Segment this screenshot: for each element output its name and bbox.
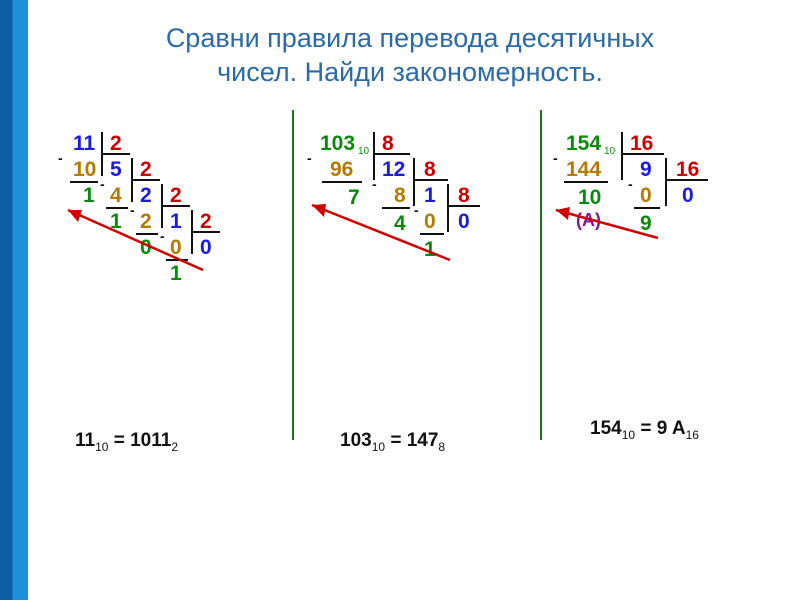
minus-icon: - [628,176,633,192]
minus-icon: - [307,150,312,166]
p2-dividend-1: 103 [320,132,355,155]
page-title: Сравни правила перевода десятичных чисел… [60,22,760,90]
arrowhead-icon [312,204,326,217]
p2-divisor-1: 8 [382,132,394,155]
title-line-1: Сравни правила перевода десятичных [60,22,760,56]
p3-divisor-2: 16 [676,158,699,181]
p1-dividend-1: 11 [73,132,96,155]
r3-rhs: 9 A [657,418,686,439]
r2-rhs-sub: 8 [438,440,445,454]
result-base-8: 10310 = 1478 [340,430,445,454]
minus-icon: - [130,202,135,218]
panel-base-2: 11 2 - 10 1 5 2 - 4 1 2 2 - 2 0 1 2 - 0 … [48,110,288,415]
minus-icon: - [553,150,558,166]
r1-lhs-sub: 10 [95,440,108,454]
p2-dividend-2: 12 [382,158,405,181]
minus-icon: - [414,202,419,218]
arrowhead-icon [556,207,570,220]
minus-icon: - [58,150,63,166]
p1-dividend-3: 2 [140,184,152,207]
p3-divisor-1: 16 [630,132,653,155]
p1-sub-3: 2 [140,210,152,233]
p1-divisor-4: 2 [200,210,212,233]
p2-dividend-3: 1 [424,184,436,207]
p3-rem-1: 10 [578,186,601,209]
p1-rem-4: 1 [170,262,182,285]
p1-sub-1: 10 [73,158,96,181]
title-line-2: чисел. Найди закономерность. [60,56,760,90]
panel-divider-2 [540,110,542,440]
p2-rem-1: 7 [348,186,360,209]
r3-lhs-sub: 10 [622,428,635,442]
minus-icon: - [160,228,165,244]
result-base-2: 1110 = 10112 [75,430,178,454]
p3-sub-2: 0 [640,184,652,207]
p2-sub-2: 8 [394,184,406,207]
division-cascade-base8: 103 10 8 - 96 7 12 8 - 8 4 1 8 - 0 1 0 [300,110,530,410]
p2-divisor-3: 8 [458,184,470,207]
p2-dividend-sub: 10 [358,146,370,157]
r1-rhs-sub: 2 [171,440,178,454]
panel-divider-1 [292,110,294,440]
r1-rhs: 1011 [130,430,171,451]
p1-divisor-2: 2 [140,158,152,181]
read-direction-arrow [68,210,203,270]
panel-base-16: 154 10 16 - 144 10 (A) 9 16 - 0 9 0 [548,110,780,415]
result-base-16: 15410 = 9 A16 [590,418,699,442]
panel-base-8: 103 10 8 - 96 7 12 8 - 8 4 1 8 - 0 1 0 [300,110,530,415]
arrowhead-icon [68,210,82,222]
p2-sub-1: 96 [330,158,353,181]
p3-dividend-1: 154 [566,132,601,155]
p2-rem-2: 4 [394,212,406,235]
minus-icon: - [372,176,377,192]
division-cascade-base16: 154 10 16 - 144 10 (A) 9 16 - 0 9 0 [548,110,780,410]
p2-divisor-2: 8 [424,158,436,181]
r2-rhs: 147 [407,430,439,451]
p1-divisor-3: 2 [170,184,182,207]
p2-sub-3: 0 [424,210,436,233]
r1-lhs: 11 [75,430,95,451]
r3-rhs-sub: 16 [686,428,699,442]
p1-sub-2: 4 [110,184,122,207]
p1-dividend-2: 5 [110,158,122,181]
p1-final-quot: 0 [200,236,212,259]
p1-dividend-4: 1 [170,210,182,233]
r2-lhs-sub: 10 [372,440,385,454]
p1-divisor-1: 2 [110,132,122,155]
p3-sub-1: 144 [566,158,601,181]
p2-final-quot: 0 [458,210,470,233]
minus-icon: - [100,176,105,192]
r3-lhs: 154 [590,418,622,439]
division-cascade-base2: 11 2 - 10 1 5 2 - 4 1 2 2 - 2 0 1 2 - 0 … [48,110,288,410]
p3-dividend-sub: 10 [604,146,616,157]
p3-rem-2: 9 [640,212,652,235]
r2-lhs: 103 [340,430,372,451]
p3-final-quot: 0 [682,184,694,207]
p1-rem-1: 1 [83,184,95,207]
p3-dividend-2: 9 [640,158,652,181]
left-accent-stripe [0,0,28,600]
